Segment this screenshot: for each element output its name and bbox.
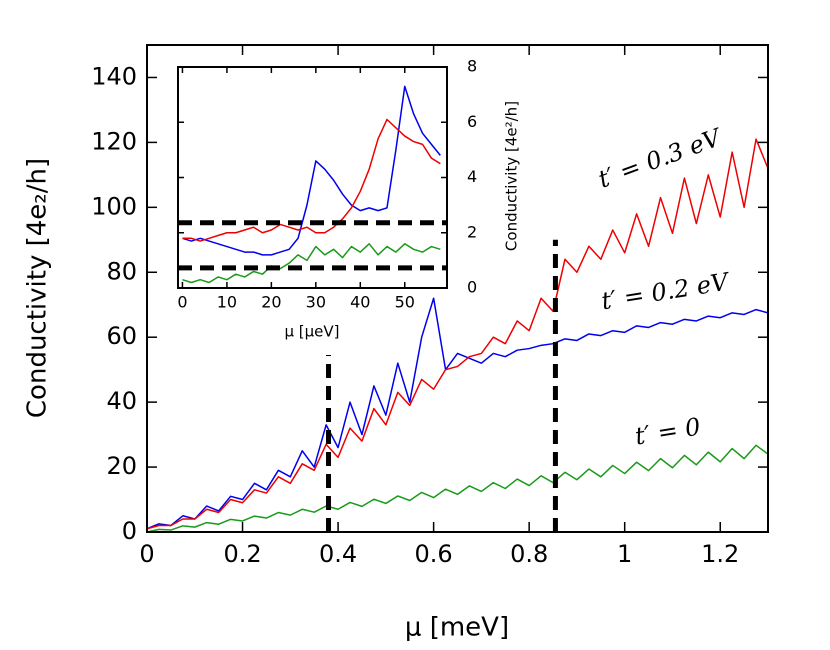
y-tick-label: 0 (467, 278, 477, 297)
x-tick-label: 20 (261, 293, 281, 312)
series-line (146, 444, 769, 533)
y-tick-label: 2 (467, 222, 477, 241)
y-tick-label: 80 (106, 257, 137, 285)
y-tick-label: 0 (122, 517, 137, 545)
x-axis-label: μ [meV] (405, 613, 509, 643)
series-line (146, 297, 769, 530)
x-tick-label: 0.2 (223, 540, 261, 568)
x-tick-label: 10 (217, 293, 237, 312)
x-tick-label: 0 (139, 540, 154, 568)
axes-frame (146, 44, 769, 533)
series-line (182, 118, 441, 242)
series-line (146, 138, 769, 530)
y-tick-label: 8 (467, 57, 477, 76)
x-tick-label: 0.6 (415, 540, 453, 568)
axes-frame (177, 66, 448, 289)
y-axis-label: Conductivity [4e²/h] (503, 101, 521, 251)
y-tick-label: 20 (106, 452, 137, 480)
y-tick-label: 6 (467, 112, 477, 131)
series-label: t′ = 0 (633, 413, 702, 451)
x-tick-label: 30 (306, 293, 326, 312)
series-label: t′ = 0.2 eV (599, 267, 732, 315)
x-tick-label: 0 (177, 293, 187, 312)
y-tick-label: 120 (91, 127, 137, 155)
x-axis-label: μ [μeV] (284, 323, 339, 341)
x-tick-label: 0.8 (510, 540, 548, 568)
y-tick-label: 100 (91, 192, 137, 220)
y-axis-label: Conductivity [4e₂/h] (23, 158, 53, 418)
series-line (182, 243, 441, 284)
x-tick-label: 1 (617, 540, 632, 568)
x-tick-label: 50 (395, 293, 415, 312)
y-tick-label: 140 (91, 62, 137, 90)
series-line (182, 85, 441, 256)
y-tick-label: 40 (106, 387, 137, 415)
x-tick-label: 40 (350, 293, 370, 312)
x-tick-label: 0.4 (319, 540, 357, 568)
y-tick-label: 60 (106, 322, 137, 350)
x-tick-label: 1.2 (701, 540, 739, 568)
y-tick-label: 4 (467, 167, 477, 186)
